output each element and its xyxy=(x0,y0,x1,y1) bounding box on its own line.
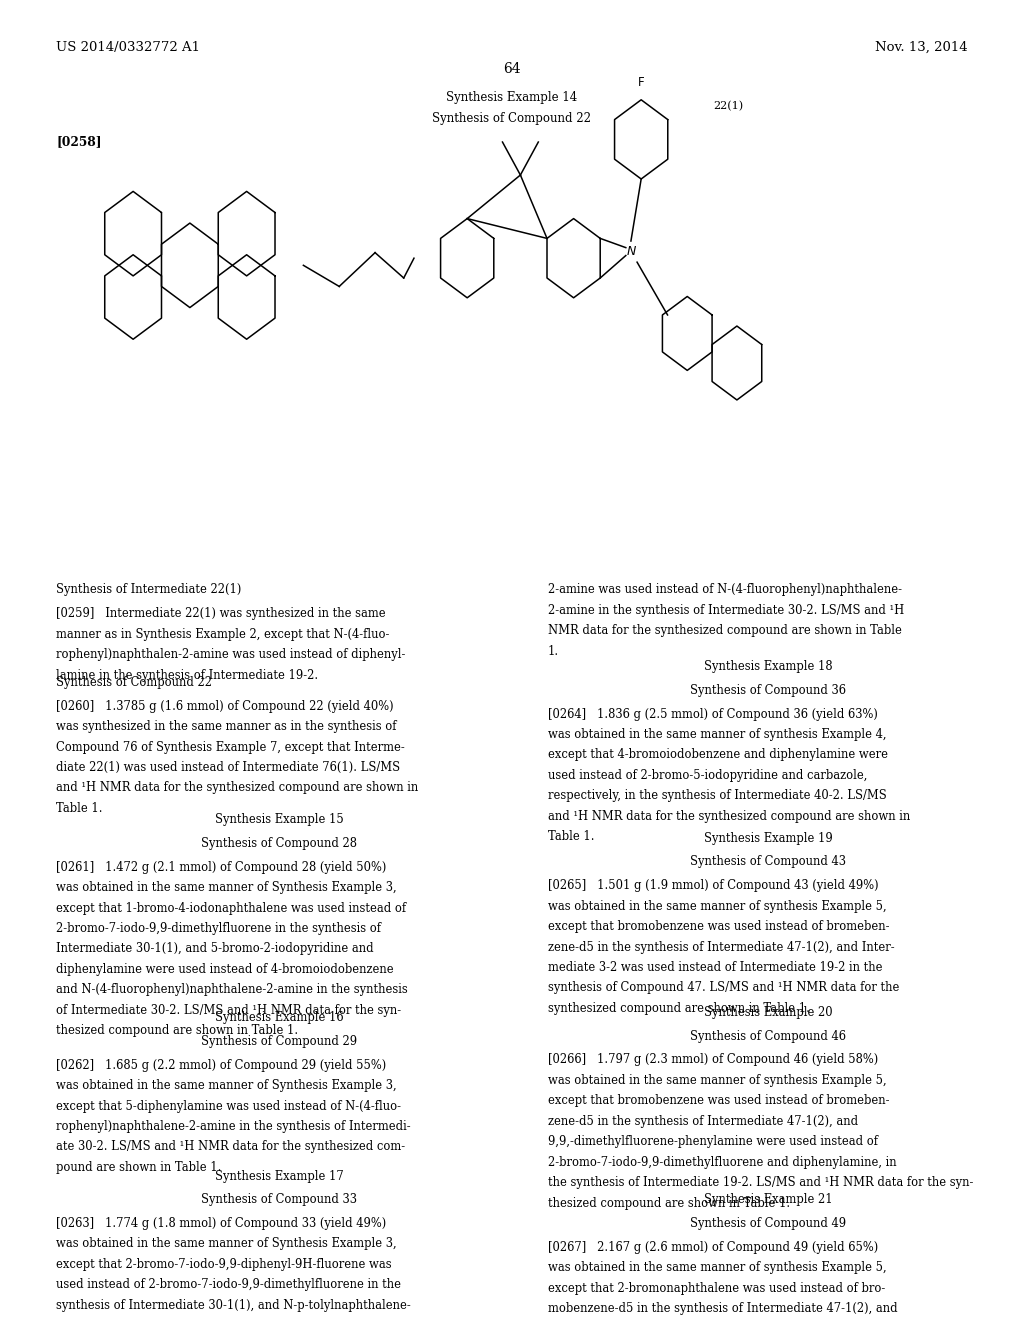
Text: [0258]: [0258] xyxy=(56,135,101,148)
Text: synthesis of Intermediate 30-1(1), and N-p-tolylnaphthalene-: synthesis of Intermediate 30-1(1), and N… xyxy=(56,1299,411,1312)
Text: was obtained in the same manner of Synthesis Example 3,: was obtained in the same manner of Synth… xyxy=(56,882,397,894)
Text: Synthesis Example 21: Synthesis Example 21 xyxy=(703,1193,833,1206)
Text: was obtained in the same manner of synthesis Example 4,: was obtained in the same manner of synth… xyxy=(548,729,887,741)
Text: Nov. 13, 2014: Nov. 13, 2014 xyxy=(876,41,968,54)
Text: [0265]   1.501 g (1.9 mmol) of Compound 43 (yield 49%): [0265] 1.501 g (1.9 mmol) of Compound 43… xyxy=(548,879,879,892)
Text: 9,9,-dimethylfluorene-phenylamine were used instead of: 9,9,-dimethylfluorene-phenylamine were u… xyxy=(548,1135,878,1148)
Text: NMR data for the synthesized compound are shown in Table: NMR data for the synthesized compound ar… xyxy=(548,624,902,638)
Text: except that 2-bromonaphthalene was used instead of bro-: except that 2-bromonaphthalene was used … xyxy=(548,1282,885,1295)
Text: was obtained in the same manner of Synthesis Example 3,: was obtained in the same manner of Synth… xyxy=(56,1238,397,1250)
Text: Synthesis Example 20: Synthesis Example 20 xyxy=(703,1006,833,1019)
Text: N: N xyxy=(627,246,636,259)
Text: [0259]   Intermediate 22(1) was synthesized in the same: [0259] Intermediate 22(1) was synthesize… xyxy=(56,607,386,620)
Text: used instead of 2-bromo-5-iodopyridine and carbazole,: used instead of 2-bromo-5-iodopyridine a… xyxy=(548,768,867,781)
Text: Compound 76 of Synthesis Example 7, except that Interme-: Compound 76 of Synthesis Example 7, exce… xyxy=(56,741,406,754)
Text: except that 1-bromo-4-iodonaphthalene was used instead of: except that 1-bromo-4-iodonaphthalene wa… xyxy=(56,902,407,915)
Text: synthesized compound are shown in Table 1.: synthesized compound are shown in Table … xyxy=(548,1002,810,1015)
Text: and ¹H NMR data for the synthesized compound are shown in: and ¹H NMR data for the synthesized comp… xyxy=(548,810,910,822)
Text: synthesis of Compound 47. LS/MS and ¹H NMR data for the: synthesis of Compound 47. LS/MS and ¹H N… xyxy=(548,982,899,994)
Text: Table 1.: Table 1. xyxy=(56,803,102,814)
Text: was obtained in the same manner of synthesis Example 5,: was obtained in the same manner of synth… xyxy=(548,900,887,912)
Text: and ¹H NMR data for the synthesized compound are shown in: and ¹H NMR data for the synthesized comp… xyxy=(56,781,419,795)
Text: rophenyl)naphthalen-2-amine was used instead of diphenyl-: rophenyl)naphthalen-2-amine was used ins… xyxy=(56,648,406,661)
Text: F: F xyxy=(638,77,644,90)
Text: Intermediate 30-1(1), and 5-bromo-2-iodopyridine and: Intermediate 30-1(1), and 5-bromo-2-iodo… xyxy=(56,942,374,956)
Text: [0266]   1.797 g (2.3 mmol) of Compound 46 (yield 58%): [0266] 1.797 g (2.3 mmol) of Compound 46… xyxy=(548,1053,879,1067)
Text: Synthesis of Compound 46: Synthesis of Compound 46 xyxy=(690,1030,846,1043)
Text: except that 2-bromo-7-iodo-9,9-diphenyl-9H-fluorene was: except that 2-bromo-7-iodo-9,9-diphenyl-… xyxy=(56,1258,392,1271)
Text: Synthesis Example 15: Synthesis Example 15 xyxy=(215,813,343,826)
Text: was synthesized in the same manner as in the synthesis of: was synthesized in the same manner as in… xyxy=(56,721,397,733)
Text: of Intermediate 30-2. LS/MS and ¹H NMR data for the syn-: of Intermediate 30-2. LS/MS and ¹H NMR d… xyxy=(56,1005,401,1016)
Text: [0263]   1.774 g (1.8 mmol) of Compound 33 (yield 49%): [0263] 1.774 g (1.8 mmol) of Compound 33… xyxy=(56,1217,387,1230)
Text: US 2014/0332772 A1: US 2014/0332772 A1 xyxy=(56,41,201,54)
Text: Synthesis Example 16: Synthesis Example 16 xyxy=(215,1011,343,1024)
Text: Synthesis of Compound 29: Synthesis of Compound 29 xyxy=(201,1035,357,1048)
Text: except that bromobenzene was used instead of bromeben-: except that bromobenzene was used instea… xyxy=(548,920,889,933)
Text: thesized compound are shown in Table 1.: thesized compound are shown in Table 1. xyxy=(56,1024,298,1038)
Text: [0260]   1.3785 g (1.6 mmol) of Compound 22 (yield 40%): [0260] 1.3785 g (1.6 mmol) of Compound 2… xyxy=(56,700,394,713)
Text: Synthesis of Compound 33: Synthesis of Compound 33 xyxy=(201,1193,357,1206)
Text: mobenzene-d5 in the synthesis of Intermediate 47-1(2), and: mobenzene-d5 in the synthesis of Interme… xyxy=(548,1302,897,1315)
Text: Synthesis Example 17: Synthesis Example 17 xyxy=(215,1170,343,1183)
Text: Synthesis Example 19: Synthesis Example 19 xyxy=(703,832,833,845)
Text: 2-bromo-7-iodo-9,9-dimethylfluorene and diphenylamine, in: 2-bromo-7-iodo-9,9-dimethylfluorene and … xyxy=(548,1156,896,1168)
Text: Synthesis of Compound 22: Synthesis of Compound 22 xyxy=(56,676,212,689)
Text: zene-d5 in the synthesis of Intermediate 47-1(2), and Inter-: zene-d5 in the synthesis of Intermediate… xyxy=(548,940,895,953)
Text: zene-d5 in the synthesis of Intermediate 47-1(2), and: zene-d5 in the synthesis of Intermediate… xyxy=(548,1114,858,1127)
Text: lamine in the synthesis of Intermediate 19-2.: lamine in the synthesis of Intermediate … xyxy=(56,668,318,681)
Text: except that bromobenzene was used instead of bromeben-: except that bromobenzene was used instea… xyxy=(548,1094,889,1107)
Text: Synthesis of Intermediate 22(1): Synthesis of Intermediate 22(1) xyxy=(56,583,242,597)
Text: manner as in Synthesis Example 2, except that N-(4-fluo-: manner as in Synthesis Example 2, except… xyxy=(56,627,390,640)
Text: pound are shown in Table 1.: pound are shown in Table 1. xyxy=(56,1162,221,1173)
Text: Synthesis Example 18: Synthesis Example 18 xyxy=(703,660,833,673)
Text: the synthesis of Intermediate 19-2. LS/MS and ¹H NMR data for the syn-: the synthesis of Intermediate 19-2. LS/M… xyxy=(548,1176,973,1189)
Text: 2-bromo-7-iodo-9,9-dimethylfluorene in the synthesis of: 2-bromo-7-iodo-9,9-dimethylfluorene in t… xyxy=(56,923,381,935)
Text: [0262]   1.685 g (2.2 mmol) of Compound 29 (yield 55%): [0262] 1.685 g (2.2 mmol) of Compound 29… xyxy=(56,1059,387,1072)
Text: used instead of 2-bromo-7-iodo-9,9-dimethylfluorene in the: used instead of 2-bromo-7-iodo-9,9-dimet… xyxy=(56,1278,401,1291)
Text: and N-(4-fluorophenyl)naphthalene-2-amine in the synthesis: and N-(4-fluorophenyl)naphthalene-2-amin… xyxy=(56,983,409,997)
Text: [0261]   1.472 g (2.1 mmol) of Compound 28 (yield 50%): [0261] 1.472 g (2.1 mmol) of Compound 28… xyxy=(56,861,387,874)
Text: Synthesis of Compound 22: Synthesis of Compound 22 xyxy=(432,112,592,125)
Text: except that 5-diphenylamine was used instead of N-(4-fluo-: except that 5-diphenylamine was used ins… xyxy=(56,1100,401,1113)
Text: diphenylamine were used instead of 4-bromoiodobenzene: diphenylamine were used instead of 4-bro… xyxy=(56,964,394,975)
Text: was obtained in the same manner of synthesis Example 5,: was obtained in the same manner of synth… xyxy=(548,1074,887,1086)
Text: Synthesis of Compound 36: Synthesis of Compound 36 xyxy=(690,684,846,697)
Text: except that 4-bromoiodobenzene and diphenylamine were: except that 4-bromoiodobenzene and diphe… xyxy=(548,748,888,762)
Text: mediate 3-2 was used instead of Intermediate 19-2 in the: mediate 3-2 was used instead of Intermed… xyxy=(548,961,883,974)
Text: Synthesis of Compound 49: Synthesis of Compound 49 xyxy=(690,1217,846,1230)
Text: thesized compound are shown in Table 1.: thesized compound are shown in Table 1. xyxy=(548,1197,790,1209)
Text: Synthesis Example 14: Synthesis Example 14 xyxy=(446,91,578,104)
Text: Synthesis of Compound 28: Synthesis of Compound 28 xyxy=(201,837,357,850)
Text: 64: 64 xyxy=(503,62,521,75)
Text: respectively, in the synthesis of Intermediate 40-2. LS/MS: respectively, in the synthesis of Interm… xyxy=(548,789,887,803)
Text: Table 1.: Table 1. xyxy=(548,830,594,843)
Text: 2-amine in the synthesis of Intermediate 30-2. LS/MS and ¹H: 2-amine in the synthesis of Intermediate… xyxy=(548,603,904,616)
Text: Synthesis of Compound 43: Synthesis of Compound 43 xyxy=(690,855,846,869)
Text: rophenyl)naphthalene-2-amine in the synthesis of Intermedi-: rophenyl)naphthalene-2-amine in the synt… xyxy=(56,1119,411,1133)
Text: diate 22(1) was used instead of Intermediate 76(1). LS/MS: diate 22(1) was used instead of Intermed… xyxy=(56,762,400,774)
Text: was obtained in the same manner of synthesis Example 5,: was obtained in the same manner of synth… xyxy=(548,1262,887,1274)
Text: ate 30-2. LS/MS and ¹H NMR data for the synthesized com-: ate 30-2. LS/MS and ¹H NMR data for the … xyxy=(56,1140,406,1154)
Text: 2-amine was used instead of N-(4-fluorophenyl)naphthalene-: 2-amine was used instead of N-(4-fluorop… xyxy=(548,583,902,597)
Text: was obtained in the same manner of Synthesis Example 3,: was obtained in the same manner of Synth… xyxy=(56,1080,397,1092)
Text: [0264]   1.836 g (2.5 mmol) of Compound 36 (yield 63%): [0264] 1.836 g (2.5 mmol) of Compound 36… xyxy=(548,708,878,721)
Text: 1.: 1. xyxy=(548,644,559,657)
Text: [0267]   2.167 g (2.6 mmol) of Compound 49 (yield 65%): [0267] 2.167 g (2.6 mmol) of Compound 49… xyxy=(548,1241,879,1254)
Text: 22(1): 22(1) xyxy=(713,102,743,112)
